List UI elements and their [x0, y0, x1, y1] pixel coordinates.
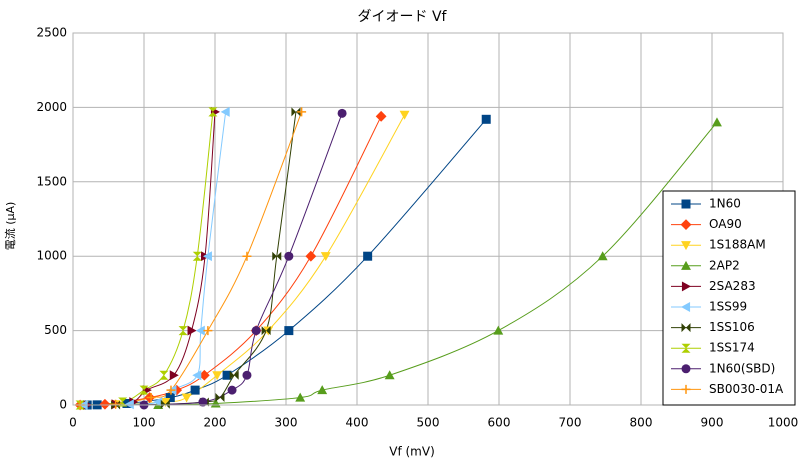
data-point [305, 250, 317, 262]
data-point [187, 325, 197, 336]
data-point [272, 251, 282, 261]
data-point [227, 385, 237, 395]
data-point [251, 326, 261, 336]
x-tick-label: 0 [69, 416, 77, 430]
data-point [190, 385, 200, 395]
x-tick-label: 200 [204, 416, 227, 430]
data-point [160, 399, 170, 409]
data-point [242, 251, 252, 261]
data-point [198, 369, 210, 381]
data-point [363, 251, 373, 261]
legend-marker [681, 302, 691, 312]
legend-label: 1SS174 [709, 341, 755, 355]
data-point [195, 325, 205, 336]
y-tick-label: 1500 [36, 174, 67, 188]
x-tick-label: 500 [417, 416, 440, 430]
data-point [124, 399, 134, 410]
data-point [202, 251, 212, 262]
x-tick-label: 700 [559, 416, 582, 430]
legend-marker [681, 199, 691, 209]
x-tick-label: 300 [275, 416, 298, 430]
data-point [169, 370, 179, 381]
data-point [337, 108, 347, 118]
data-point [166, 385, 176, 395]
data-point [597, 251, 608, 261]
legend-marker [681, 364, 691, 374]
x-tick-label: 400 [346, 416, 369, 430]
data-point [160, 397, 171, 407]
legend-label: 1N60 [709, 197, 741, 211]
data-point [178, 326, 188, 336]
y-axis-label: 電流 (μA) [3, 202, 17, 251]
data-point [297, 107, 307, 117]
x-tick-label: 1000 [768, 416, 799, 430]
data-point [203, 326, 213, 336]
data-point [493, 325, 504, 335]
legend-marker [681, 384, 691, 394]
data-point [284, 326, 294, 336]
legend-label: 1S188AM [709, 238, 766, 252]
data-point [261, 326, 271, 336]
data-point [320, 252, 331, 262]
data-point [712, 117, 722, 127]
data-point [153, 397, 163, 407]
data-point [220, 106, 230, 117]
series-line [83, 111, 227, 406]
legend-marker [681, 323, 691, 333]
legend-label: 2SA283 [709, 279, 756, 293]
legend-marker [681, 260, 691, 270]
legend-label: 1N60(SBD) [709, 361, 775, 375]
data-point [291, 107, 301, 117]
legend-label: SB0030-01A [709, 382, 784, 396]
data-point [159, 370, 169, 380]
data-point [222, 370, 232, 380]
y-tick-label: 1000 [36, 249, 67, 263]
legend-label: 1SS99 [709, 300, 747, 314]
x-tick-label: 800 [630, 416, 653, 430]
data-point [208, 107, 218, 117]
chart-title: ダイオード Vf [358, 9, 448, 25]
legend-marker [681, 281, 691, 292]
data-point [384, 370, 395, 380]
y-tick-label: 0 [59, 398, 67, 412]
y-tick-label: 2000 [36, 100, 67, 114]
data-point [111, 399, 121, 409]
data-point [229, 370, 239, 380]
legend-marker [681, 343, 691, 353]
legend-marker [681, 241, 691, 251]
data-point [317, 385, 328, 395]
data-point [284, 251, 294, 261]
data-point [139, 385, 149, 395]
x-axis-label: Vf (mV) [389, 445, 435, 459]
data-point [375, 110, 387, 122]
legend-label: OA90 [709, 217, 742, 231]
data-point [198, 397, 208, 407]
data-point [212, 371, 223, 381]
x-tick-label: 600 [488, 416, 511, 430]
data-point [118, 397, 128, 407]
data-point [481, 114, 491, 124]
data-point [242, 370, 252, 380]
y-tick-label: 2500 [36, 26, 67, 40]
x-tick-label: 900 [701, 416, 724, 430]
legend-label: 1SS106 [709, 320, 755, 334]
data-point [215, 393, 225, 403]
data-point [146, 393, 156, 403]
legend-marker [680, 219, 692, 230]
data-point [399, 110, 410, 120]
y-tick-label: 500 [44, 323, 67, 337]
data-point [192, 251, 202, 261]
data-point [99, 398, 111, 410]
data-point [295, 392, 306, 402]
legend-label: 2AP2 [709, 258, 740, 272]
data-point [192, 370, 202, 381]
data-point [171, 384, 183, 396]
x-tick-label: 100 [133, 416, 156, 430]
data-point [181, 393, 192, 403]
